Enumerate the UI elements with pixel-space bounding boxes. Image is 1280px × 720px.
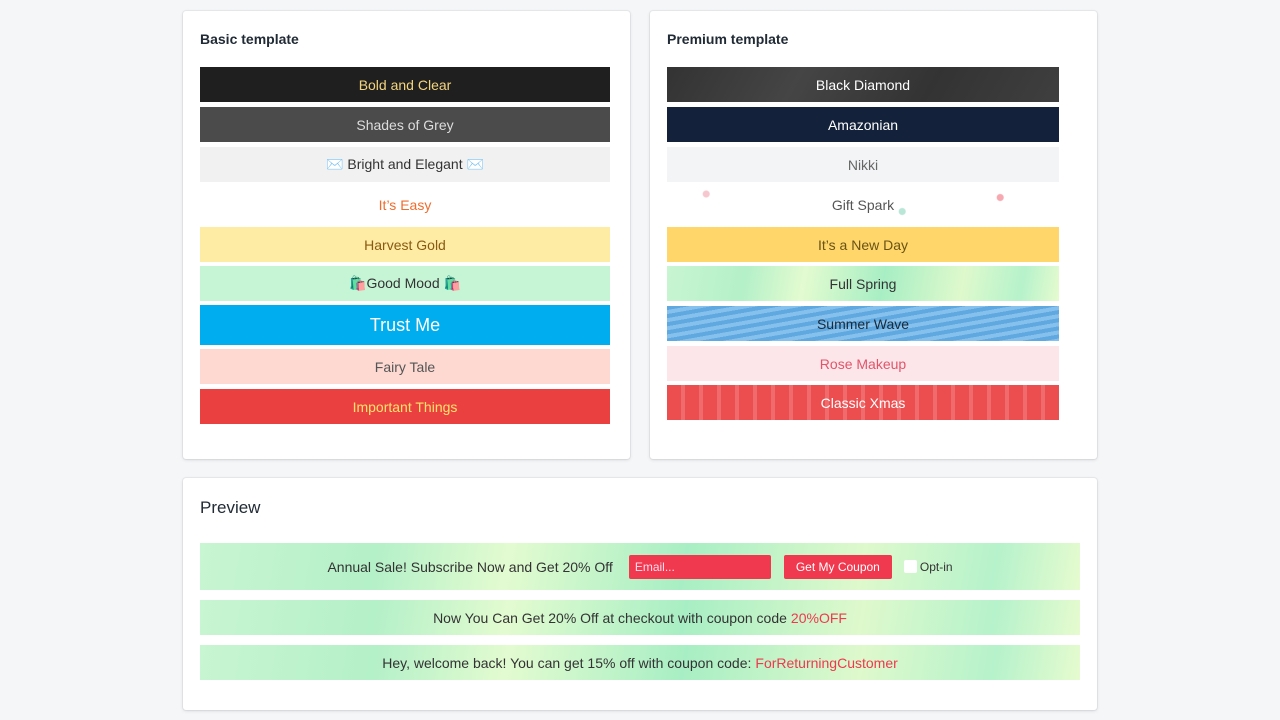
template-item[interactable]: Trust Me	[200, 305, 610, 345]
preview-bar: Annual Sale! Subscribe Now and Get 20% O…	[200, 543, 1080, 590]
template-item[interactable]: Classic Xmas	[667, 385, 1059, 420]
template-item[interactable]: ✉️ Bright and Elegant ✉️	[200, 147, 610, 182]
template-item[interactable]: Harvest Gold	[200, 227, 610, 262]
preview-card: Preview Annual Sale! Subscribe Now and G…	[183, 478, 1097, 710]
preview-bar: Now You Can Get 20% Off at checkout with…	[200, 600, 1080, 635]
card-title: Basic template	[200, 31, 299, 47]
template-item[interactable]: 🛍️Good Mood 🛍️	[200, 266, 610, 301]
template-item[interactable]: Shades of Grey	[200, 107, 610, 142]
template-item[interactable]: Bold and Clear	[200, 67, 610, 102]
template-item[interactable]: Fairy Tale	[200, 349, 610, 384]
template-item[interactable]: Amazonian	[667, 107, 1059, 142]
template-item[interactable]: Full Spring	[667, 266, 1059, 301]
template-item[interactable]: It’s a New Day	[667, 227, 1059, 262]
optin-label: Opt-in	[919, 559, 953, 574]
email-input[interactable]: Email...	[628, 554, 771, 579]
preview-title: Preview	[200, 498, 261, 517]
template-item[interactable]: Rose Makeup	[667, 346, 1059, 381]
template-item[interactable]: Black Diamond	[667, 67, 1059, 102]
coupon-code: 20%OFF	[790, 609, 847, 626]
bar-text: Now You Can Get 20% Off at checkout with…	[433, 609, 787, 626]
template-item[interactable]: It’s Easy	[200, 187, 610, 222]
bar-text: Hey, welcome back! You can get 15% off w…	[382, 654, 752, 671]
card-title: Premium template	[667, 31, 789, 47]
bar-text: Annual Sale! Subscribe Now and Get 20% O…	[327, 558, 613, 575]
template-item[interactable]: Gift Spark	[667, 187, 1059, 222]
preview-bar: Hey, welcome back! You can get 15% off w…	[200, 645, 1080, 680]
template-item[interactable]: Summer Wave	[667, 306, 1059, 341]
template-item[interactable]: Nikki	[667, 147, 1059, 182]
optin-checkbox[interactable]	[903, 560, 917, 573]
template-item[interactable]: Important Things	[200, 389, 610, 424]
coupon-button[interactable]: Get My Coupon	[783, 554, 892, 579]
placeholder: Email...	[634, 559, 675, 574]
premium-card: Premium template Black Diamond Amazonian…	[650, 11, 1097, 459]
basic-card: Basic template Bold and Clear Shades of …	[183, 11, 630, 459]
coupon-code: ForReturningCustomer	[755, 654, 898, 671]
